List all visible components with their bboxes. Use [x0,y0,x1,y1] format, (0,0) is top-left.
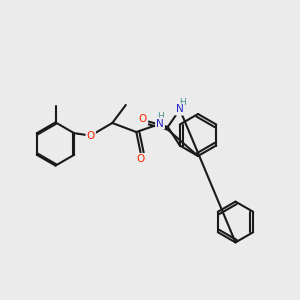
Text: O: O [137,154,145,164]
Text: N: N [176,104,184,115]
Text: O: O [139,114,147,124]
Text: H: H [158,112,164,122]
Text: H: H [179,98,186,107]
Text: N: N [156,118,164,129]
Text: O: O [87,130,95,141]
